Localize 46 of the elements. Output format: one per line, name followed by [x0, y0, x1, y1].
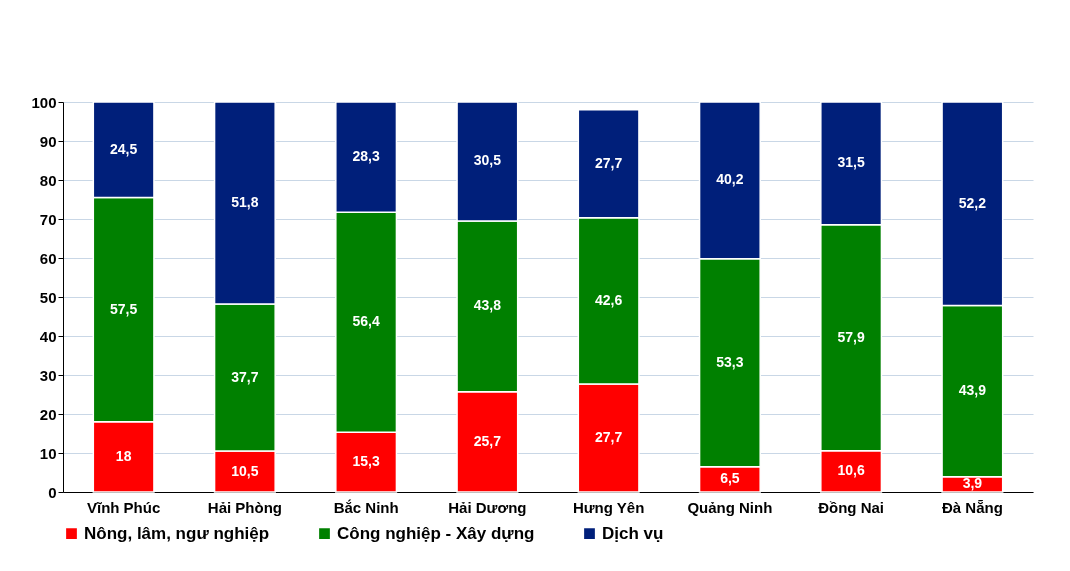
legend-label: Công nghiệp - Xây dựng [337, 523, 535, 543]
y-tick-label: 90 [39, 132, 57, 150]
y-tick-label: 60 [39, 249, 57, 267]
y-tick-label: 20 [39, 405, 57, 423]
legend-label: Nông, lâm, ngư nghiệp [84, 523, 270, 543]
data-label: 27,7 [595, 428, 623, 445]
data-label: 15,3 [352, 453, 380, 470]
data-label: 31,5 [837, 154, 865, 171]
data-label: 6,5 [720, 470, 740, 487]
data-label: 18 [115, 447, 132, 464]
legend-label: Dịch vụ [602, 523, 664, 543]
data-label: 57,5 [110, 300, 138, 317]
data-label: 10,6 [837, 462, 865, 479]
x-tick-label: Đồng Nai [818, 498, 885, 516]
x-tick-label: Quảng Ninh [687, 498, 773, 516]
y-tick-label: 50 [39, 288, 57, 306]
y-tick-label: 0 [48, 483, 57, 501]
data-label: 43,9 [958, 382, 987, 399]
data-label: 24,5 [110, 140, 138, 157]
x-tick-label: Hải Dương [448, 498, 527, 516]
x-tick-label: Bắc Ninh [333, 498, 399, 516]
x-tick-label: Hải Phòng [207, 498, 282, 516]
x-tick-label: Vĩnh Phúc [86, 498, 161, 516]
y-tick-label: 70 [39, 210, 57, 228]
y-tick-label: 30 [39, 366, 57, 384]
data-label: 25,7 [473, 432, 502, 449]
x-tick-label: Đà Nẵng [941, 498, 1003, 516]
data-label: 52,2 [958, 194, 987, 211]
y-tick-label: 80 [39, 171, 57, 189]
data-label: 56,4 [352, 313, 380, 330]
data-label: 37,7 [231, 368, 259, 385]
data-label: 57,9 [837, 328, 865, 345]
data-label: 51,8 [231, 194, 259, 211]
data-label: 30,5 [473, 152, 502, 169]
y-tick-label: 40 [39, 327, 57, 345]
x-tick-label: Hưng Yên [572, 498, 645, 516]
data-label: 40,2 [716, 171, 744, 188]
data-label: 42,6 [595, 291, 623, 308]
data-label: 27,7 [595, 154, 623, 171]
data-label: 28,3 [352, 148, 380, 165]
data-label: 43,8 [473, 297, 502, 314]
data-label: 53,3 [716, 353, 744, 370]
y-tick-label: 100 [31, 93, 57, 111]
y-tick-label: 10 [39, 444, 57, 462]
data-label: 3,9 [962, 475, 983, 492]
data-label: 10,5 [231, 462, 259, 479]
